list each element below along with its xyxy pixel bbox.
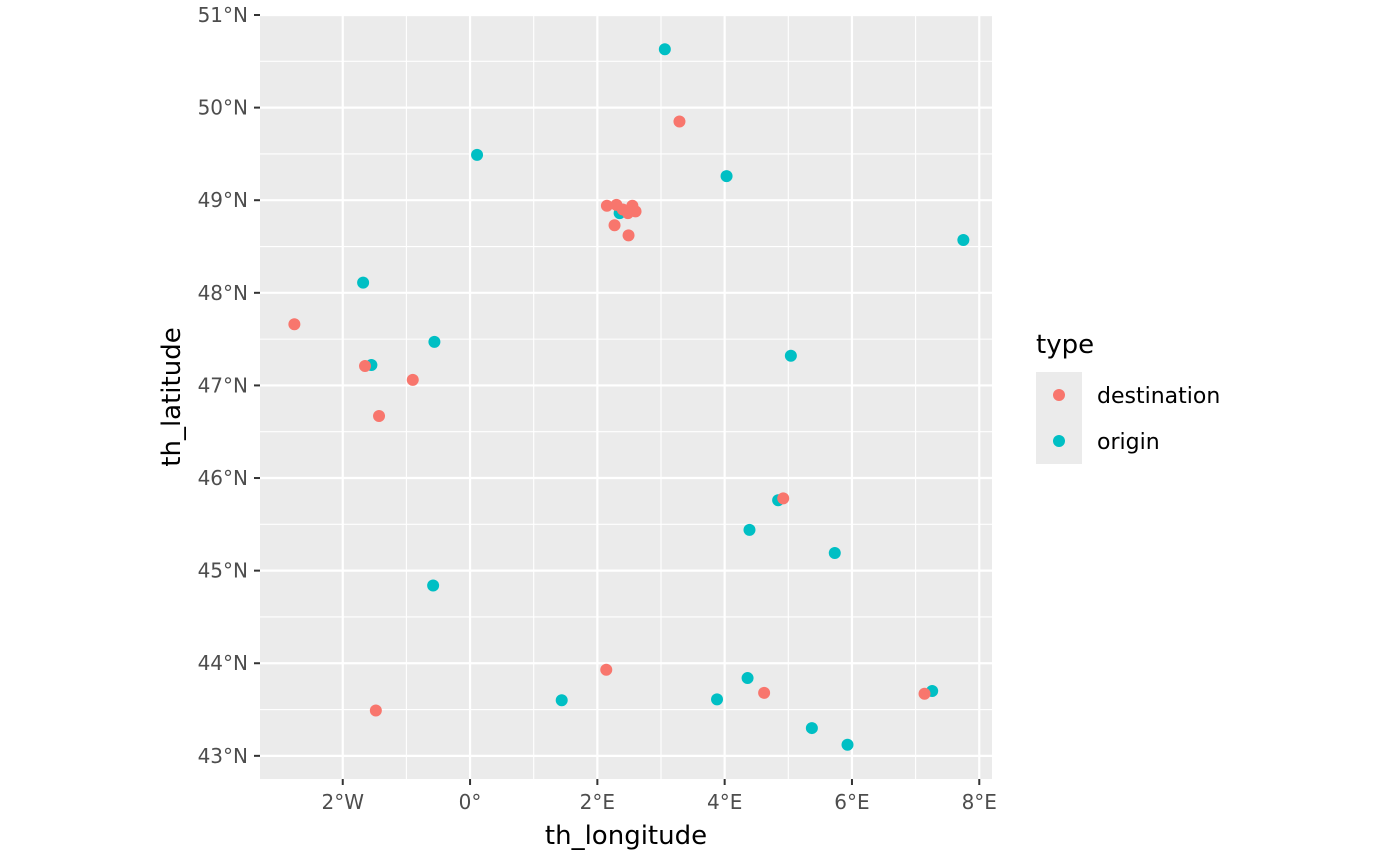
y-axis: 43°N 44°N 45°N 46°N 47°N 48°N 49°N 50°N 51°N — [198, 3, 260, 768]
data-point-destination — [918, 687, 931, 700]
data-point-origin — [427, 579, 440, 592]
data-point-origin — [784, 349, 797, 362]
x-tick-label: 2°E — [580, 790, 615, 814]
data-point-destination — [758, 686, 771, 699]
data-point-origin — [741, 672, 754, 685]
legend-title: type — [1036, 330, 1094, 360]
legend-marker-destination — [1053, 389, 1065, 401]
data-points — [288, 43, 970, 751]
major-grid — [260, 13, 992, 779]
x-tick-label: 4°E — [707, 790, 742, 814]
y-tick-label: 50°N — [198, 96, 248, 120]
data-point-origin — [828, 547, 841, 560]
data-point-origin — [841, 738, 854, 751]
data-point-destination — [616, 203, 629, 216]
x-tick-label: 6°E — [834, 790, 869, 814]
y-axis-title: th_latitude — [157, 327, 187, 466]
data-point-origin — [555, 694, 568, 707]
data-point-destination — [673, 115, 686, 128]
data-point-origin — [743, 523, 756, 536]
x-tick-label: 2°W — [321, 790, 364, 814]
data-point-destination — [406, 373, 419, 386]
data-point-destination — [373, 409, 386, 422]
legend-label-origin: origin — [1097, 430, 1160, 455]
data-point-destination — [369, 704, 382, 717]
data-point-destination — [359, 359, 372, 372]
data-point-origin — [720, 170, 733, 183]
y-tick-label: 49°N — [198, 188, 248, 212]
y-tick-label: 48°N — [198, 281, 248, 305]
y-tick-label: 43°N — [198, 744, 248, 768]
data-point-origin — [711, 693, 724, 706]
data-point-origin — [658, 43, 671, 56]
y-tick-label: 46°N — [198, 466, 248, 490]
data-point-destination — [629, 205, 642, 218]
legend-marker-origin — [1053, 435, 1065, 447]
data-point-origin — [357, 276, 370, 289]
y-tick-label: 44°N — [198, 651, 248, 675]
minor-grid — [260, 15, 992, 779]
data-point-destination — [622, 229, 635, 242]
legend: type destination origin — [1036, 330, 1220, 464]
data-point-destination — [600, 663, 613, 676]
data-point-destination — [600, 199, 613, 212]
data-point-destination — [288, 318, 301, 331]
plot-panel — [260, 15, 992, 779]
y-tick-label: 45°N — [198, 559, 248, 583]
data-point-destination — [608, 219, 621, 232]
x-axis-title: th_longitude — [545, 821, 707, 851]
data-point-origin — [957, 234, 970, 247]
data-point-origin — [805, 722, 818, 735]
x-tick-label: 8°E — [962, 790, 997, 814]
data-point-origin — [471, 148, 484, 161]
data-point-origin — [428, 335, 441, 348]
y-tick-label: 51°N — [198, 3, 248, 27]
x-axis: 2°W 0° 2°E 4°E 6°E 8°E — [321, 779, 997, 814]
data-point-destination — [777, 492, 790, 505]
x-tick-label: 0° — [459, 790, 482, 814]
y-tick-label: 47°N — [198, 373, 248, 397]
legend-label-destination: destination — [1097, 384, 1220, 409]
